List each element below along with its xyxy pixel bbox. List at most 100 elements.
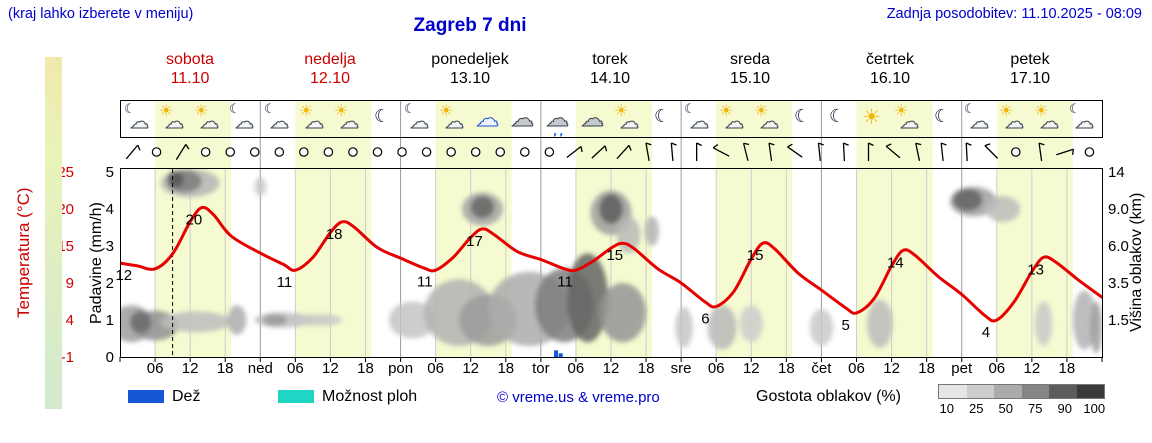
wind-barb-icon xyxy=(616,144,632,160)
day-date: 17.10 xyxy=(1009,70,1051,87)
moon-icon: ☾ xyxy=(404,102,416,117)
rain-legend-swatch xyxy=(128,390,164,403)
wind-calm-icon xyxy=(495,147,506,157)
day-tick-label: sre xyxy=(671,360,692,377)
wind-barb-icon xyxy=(965,142,972,162)
day-tick-label: čet xyxy=(811,360,832,377)
hour-tick-label: 06 xyxy=(147,360,164,377)
wind-barb-icon xyxy=(645,142,652,161)
day-tick-label: pet xyxy=(951,360,973,377)
weather-icon-moon-cloud: ☾ ☁ xyxy=(261,101,296,136)
density-step xyxy=(966,385,994,398)
weather-icon-moon-cloud: ☾ ☁ xyxy=(1066,101,1101,136)
day-header-sreda: sreda 15.10 xyxy=(680,50,820,88)
wind-barb-icon xyxy=(742,142,750,161)
weather-icon-sun-cloud: ☀ ☁ xyxy=(156,101,191,136)
weather-icon-cloud: ☁ xyxy=(576,101,611,136)
wind-calm-icon xyxy=(421,147,432,157)
wind-calm-icon xyxy=(299,147,309,157)
moon-icon: ☾ xyxy=(934,106,951,127)
hour-tick-label: 06 xyxy=(988,360,1005,377)
wind-barb-icon xyxy=(768,142,775,162)
cloud-areas xyxy=(120,169,1102,354)
hour-tick-label: 18 xyxy=(778,360,795,377)
weather-icon-moon-cloud: ☾ ☁ xyxy=(121,101,156,136)
temp-value-label: 6 xyxy=(701,311,709,328)
hour-tick-label: 18 xyxy=(217,360,234,377)
day-header-petek: petek 17.10 xyxy=(960,50,1100,88)
hour-tick-label: 12 xyxy=(462,360,479,377)
density-step xyxy=(1076,385,1104,398)
sun-icon: ☀ xyxy=(159,101,174,120)
moon-icon: ☾ xyxy=(794,106,811,127)
wind-barb-icon xyxy=(1056,148,1075,156)
temperature-axis-label: Temperatura (°C) xyxy=(14,187,33,318)
wind-calm-icon xyxy=(348,147,358,157)
density-tick-label: 75 xyxy=(1028,401,1043,416)
hour-tick-label: 18 xyxy=(638,360,655,377)
drizzle-icon: ‚‚ xyxy=(553,125,566,138)
weather-icon-sun-cloud: ☀ ☁ xyxy=(751,101,786,136)
cloud-icon: ☁ xyxy=(620,111,640,133)
cloud-height-tick-label: 6.0 xyxy=(1108,238,1129,255)
menu-hint: (kraj lahko izberete v meniju) xyxy=(8,6,194,22)
sun-icon: ☀ xyxy=(439,101,454,120)
hour-tick-label: 12 xyxy=(182,360,199,377)
day-date: 13.10 xyxy=(449,70,491,87)
rain-cloud-icon: ☁ xyxy=(476,106,500,132)
temp-tick-label: -1 xyxy=(61,349,74,366)
wind-calm-icon xyxy=(544,147,555,157)
precip-tick-label: 2 xyxy=(106,275,114,292)
temp-value-label: 17 xyxy=(466,233,483,250)
sun-icon: ☀ xyxy=(194,101,209,120)
wind-barb-icon xyxy=(712,144,730,157)
sun-icon: ☀ xyxy=(299,101,314,120)
hour-tick-label: 06 xyxy=(708,360,725,377)
hour-tick-label: 06 xyxy=(287,360,304,377)
weather-icon-sun: ☀ xyxy=(856,101,891,136)
cloud-icon: ☁ xyxy=(410,111,430,133)
cloud-icon: ☁ xyxy=(200,111,220,133)
cloud-height-axis-label: Višina oblakov (km) xyxy=(1128,192,1145,332)
copyright-link[interactable]: © vreme.us & vreme.pro xyxy=(497,389,660,406)
moon-icon: ☾ xyxy=(264,102,276,117)
precip-tick-label: 5 xyxy=(106,164,114,181)
cloud-density-ticks: 10 25 50 75 90 100 xyxy=(932,401,1109,416)
moon-icon: ☾ xyxy=(124,102,136,117)
wind-calm-icon xyxy=(397,147,407,157)
wind-barb-icon xyxy=(984,143,999,159)
wind-barb-icon xyxy=(125,144,141,160)
wind-barb-icon xyxy=(940,142,947,162)
cloud-icon: ☁ xyxy=(270,111,290,133)
day-name: sreda xyxy=(729,51,771,68)
weather-icon-moon-cloud: ☾ ☁ xyxy=(401,101,436,136)
density-tick-label: 100 xyxy=(1083,401,1106,416)
hour-tick-label: 12 xyxy=(1024,360,1041,377)
cloud-icon: ☁ xyxy=(305,111,325,133)
temp-value-label: 11 xyxy=(417,274,433,291)
sun-icon: ☀ xyxy=(862,105,881,129)
wind-calm-icon xyxy=(200,147,211,157)
wind-barb-icon xyxy=(175,144,190,160)
temperature-curve xyxy=(120,205,1102,323)
temp-value-label: 12 xyxy=(115,267,132,284)
density-step xyxy=(1049,385,1077,398)
precip-tick-label: 3 xyxy=(106,238,114,255)
day-name: sobota xyxy=(165,51,215,68)
cloud-icon: ☁ xyxy=(235,111,255,133)
precip-tick-label: 0 xyxy=(106,349,114,366)
cloud-icon: ☁ xyxy=(165,111,185,133)
weather-icon-cloud-drizzle: ☁ ‚‚ xyxy=(541,101,576,138)
day-tick-label: ned xyxy=(248,360,273,377)
moon-icon: ☾ xyxy=(229,102,241,117)
density-tick-label: 10 xyxy=(939,401,954,416)
moon-icon: ☾ xyxy=(964,102,976,117)
sun-icon: ☀ xyxy=(334,101,349,120)
sun-icon: ☀ xyxy=(719,101,734,120)
day-header-torek: torek 14.10 xyxy=(540,50,680,88)
wind-calm-icon xyxy=(372,147,383,157)
cloud-icon: ☁ xyxy=(725,111,745,133)
hour-tick-label: 06 xyxy=(568,360,585,377)
precip-tick-label: 1 xyxy=(106,312,114,329)
density-tick-label: 90 xyxy=(1057,401,1072,416)
